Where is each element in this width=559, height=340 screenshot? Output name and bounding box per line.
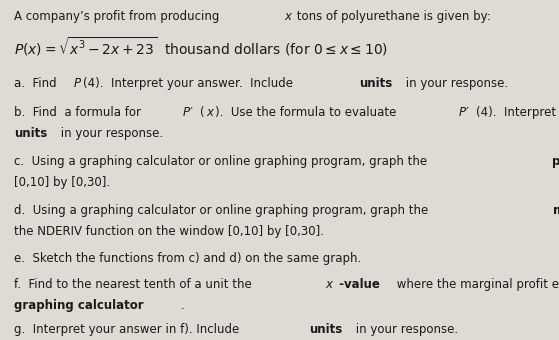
Text: in your response.: in your response. bbox=[402, 77, 508, 90]
Text: ).  Use the formula to evaluate: ). Use the formula to evaluate bbox=[215, 106, 404, 119]
Text: c.  Using a graphing calculator or online graphing program, graph the: c. Using a graphing calculator or online… bbox=[14, 155, 431, 168]
Text: tons of polyurethane is given by:: tons of polyurethane is given by: bbox=[293, 11, 491, 23]
Text: where the marginal profit equals 4: where the marginal profit equals 4 bbox=[392, 278, 559, 291]
Text: g.  Interpret your answer in f). Include: g. Interpret your answer in f). Include bbox=[14, 323, 243, 336]
Text: in your response.: in your response. bbox=[57, 127, 163, 140]
Text: in your response.: in your response. bbox=[352, 323, 458, 336]
Text: profit function: profit function bbox=[552, 155, 559, 168]
Text: P: P bbox=[74, 77, 81, 90]
Text: [0,10] by [0,30].: [0,10] by [0,30]. bbox=[14, 176, 110, 189]
Text: x: x bbox=[206, 106, 213, 119]
Text: units: units bbox=[310, 323, 343, 336]
Text: units: units bbox=[14, 127, 47, 140]
Text: -value: -value bbox=[335, 278, 380, 291]
Text: P′: P′ bbox=[183, 106, 196, 119]
Text: e.  Sketch the functions from c) and d) on the same graph.: e. Sketch the functions from c) and d) o… bbox=[14, 253, 361, 266]
Text: marginal profit function: marginal profit function bbox=[553, 204, 559, 217]
Text: f.  Find to the nearest tenth of a unit the: f. Find to the nearest tenth of a unit t… bbox=[14, 278, 255, 291]
Text: P′: P′ bbox=[459, 106, 472, 119]
Text: graphing calculator: graphing calculator bbox=[14, 300, 144, 312]
Text: (4).  Interpret your answer.  Include: (4). Interpret your answer. Include bbox=[83, 77, 297, 90]
Text: A company’s profit from producing: A company’s profit from producing bbox=[14, 11, 223, 23]
Text: x: x bbox=[284, 11, 291, 23]
Text: $P(x) = \sqrt{x^3 - 2x + 23}$  thousand dollars (for $0 \leq x \leq 10$): $P(x) = \sqrt{x^3 - 2x + 23}$ thousand d… bbox=[14, 35, 388, 58]
Text: .: . bbox=[181, 300, 185, 312]
Text: a.  Find: a. Find bbox=[14, 77, 60, 90]
Text: d.  Using a graphing calculator or online graphing program, graph the: d. Using a graphing calculator or online… bbox=[14, 204, 432, 217]
Text: x: x bbox=[325, 278, 333, 291]
Text: units: units bbox=[359, 77, 392, 90]
Text: the NDERIV function on the window [0,10] by [0,30].: the NDERIV function on the window [0,10]… bbox=[14, 225, 324, 238]
Text: (: ( bbox=[200, 106, 205, 119]
Text: (4).  Interpret your answer.  Include: (4). Interpret your answer. Include bbox=[476, 106, 559, 119]
Text: b.  Find  a formula for: b. Find a formula for bbox=[14, 106, 145, 119]
